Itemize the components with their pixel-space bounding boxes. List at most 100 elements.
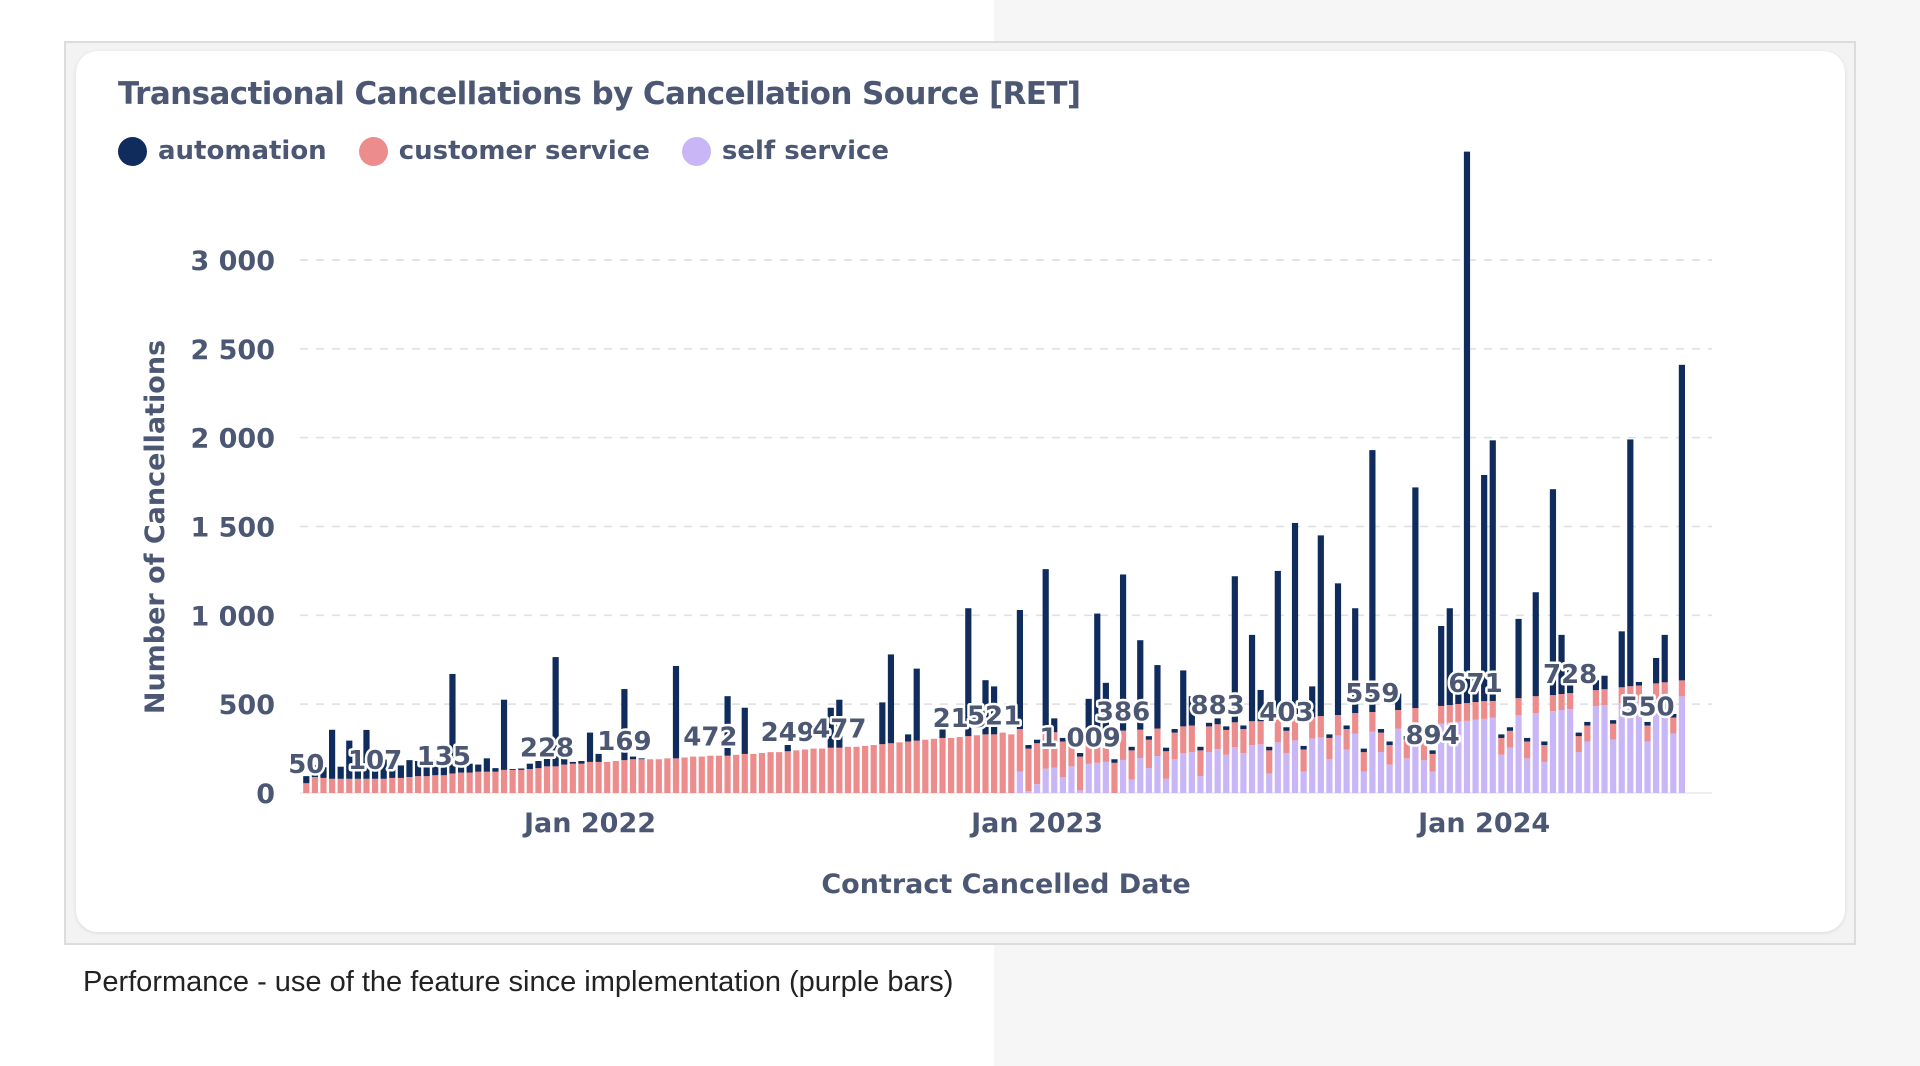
bar-customer-service[interactable] (1274, 719, 1281, 743)
bar-customer-service[interactable] (896, 742, 903, 793)
bar-self-service[interactable] (1137, 757, 1144, 793)
bar-customer-service[interactable] (1266, 750, 1273, 774)
bar-customer-service[interactable] (1317, 716, 1324, 738)
bar-self-service[interactable] (1085, 763, 1092, 793)
bar-automation[interactable] (1291, 522, 1299, 719)
bar-automation[interactable] (1558, 634, 1565, 695)
bar-self-service[interactable] (1506, 747, 1514, 793)
bar-automation[interactable] (1481, 474, 1488, 702)
bar-customer-service[interactable] (1223, 729, 1230, 755)
bar-customer-service[interactable] (1558, 694, 1565, 711)
bar-customer-service[interactable] (1541, 745, 1548, 762)
bar-automation[interactable] (1618, 631, 1625, 688)
bar-automation[interactable] (836, 699, 843, 748)
bar-customer-service[interactable] (1309, 717, 1316, 739)
bar-customer-service[interactable] (793, 750, 800, 793)
bar-customer-service[interactable] (1446, 705, 1453, 723)
bar-self-service[interactable] (1644, 741, 1651, 793)
bar-customer-service[interactable] (1300, 749, 1307, 772)
bar-customer-service[interactable] (887, 743, 895, 793)
bar-automation[interactable] (1317, 535, 1324, 717)
bar-customer-service[interactable] (1334, 715, 1342, 736)
bar-automation[interactable] (1627, 439, 1634, 687)
bar-automation[interactable] (509, 769, 516, 770)
bar-automation[interactable] (1506, 727, 1514, 731)
bar-customer-service[interactable] (518, 769, 525, 793)
bar-automation[interactable] (621, 689, 628, 761)
legend-item-self-service[interactable]: self service (681, 136, 889, 166)
bar-customer-service[interactable] (1601, 689, 1608, 706)
bar-self-service[interactable] (1042, 768, 1049, 793)
bar-automation[interactable] (1094, 613, 1101, 731)
bar-automation[interactable] (1145, 736, 1152, 740)
bar-customer-service[interactable] (1386, 745, 1393, 765)
bar-customer-service[interactable] (844, 746, 852, 793)
bar-automation[interactable] (991, 686, 998, 735)
bar-customer-service[interactable] (1584, 725, 1591, 742)
bar-customer-service[interactable] (612, 761, 619, 793)
bar-customer-service[interactable] (311, 777, 318, 793)
bar-automation[interactable] (905, 734, 912, 742)
bar-automation[interactable] (1326, 734, 1333, 738)
bar-customer-service[interactable] (776, 752, 783, 793)
bar-customer-service[interactable] (1575, 736, 1582, 753)
bar-customer-service[interactable] (1403, 739, 1410, 759)
bar-automation[interactable] (518, 768, 525, 770)
bar-automation[interactable] (1205, 722, 1213, 727)
bar-customer-service[interactable] (1661, 682, 1668, 699)
bar-automation[interactable] (406, 760, 413, 778)
bar-automation[interactable] (354, 769, 361, 779)
bar-automation[interactable] (879, 702, 886, 745)
bar-self-service[interactable] (1420, 760, 1428, 793)
bar-self-service[interactable] (1515, 715, 1522, 793)
bar-customer-service[interactable] (1025, 748, 1032, 792)
bar-automation[interactable] (1283, 727, 1290, 731)
bar-automation[interactable] (432, 759, 439, 776)
bar-customer-service[interactable] (1326, 737, 1333, 760)
bar-automation[interactable] (724, 696, 731, 756)
bar-customer-service[interactable] (1033, 743, 1041, 785)
bar-automation[interactable] (1653, 657, 1660, 684)
bar-customer-service[interactable] (1128, 750, 1135, 780)
bar-self-service[interactable] (1601, 705, 1608, 793)
bar-customer-service[interactable] (578, 763, 585, 793)
bar-self-service[interactable] (1481, 718, 1488, 793)
bar-automation[interactable] (595, 753, 602, 762)
bar-automation[interactable] (389, 769, 396, 778)
bar-self-service[interactable] (1412, 726, 1419, 793)
bar-automation[interactable] (629, 756, 637, 760)
bar-automation[interactable] (466, 763, 473, 773)
bar-customer-service[interactable] (1008, 734, 1015, 793)
bar-customer-service[interactable] (1119, 730, 1127, 760)
bar-automation[interactable] (1463, 151, 1471, 704)
bar-automation[interactable] (1309, 686, 1316, 718)
bar-customer-service[interactable] (827, 747, 834, 793)
bar-self-service[interactable] (1567, 709, 1574, 793)
bar-customer-service[interactable] (948, 737, 955, 793)
bar-automation[interactable] (449, 673, 456, 774)
bar-automation[interactable] (1343, 725, 1350, 730)
bar-automation[interactable] (1162, 747, 1170, 752)
bar-self-service[interactable] (1670, 733, 1677, 793)
bar-customer-service[interactable] (1068, 730, 1075, 767)
bar-automation[interactable] (328, 729, 336, 779)
bar-self-service[interactable] (1369, 731, 1376, 793)
bar-automation[interactable] (500, 699, 508, 770)
bar-customer-service[interactable] (1369, 711, 1376, 732)
bar-customer-service[interactable] (354, 778, 361, 793)
bar-automation[interactable] (363, 729, 370, 779)
bar-automation[interactable] (1051, 718, 1058, 733)
bar-customer-service[interactable] (1506, 730, 1514, 748)
bar-customer-service[interactable] (1524, 741, 1531, 759)
bar-customer-service[interactable] (1051, 732, 1058, 768)
bar-customer-service[interactable] (1171, 732, 1178, 760)
bar-automation[interactable] (1541, 741, 1548, 746)
bar-automation[interactable] (1412, 487, 1419, 709)
bar-self-service[interactable] (1171, 759, 1178, 793)
bar-self-service[interactable] (1498, 754, 1505, 793)
bar-self-service[interactable] (1541, 761, 1548, 793)
bar-customer-service[interactable] (1214, 724, 1221, 750)
bar-customer-service[interactable] (1076, 756, 1084, 791)
bar-customer-service[interactable] (1670, 717, 1677, 734)
bar-automation[interactable] (1223, 726, 1230, 730)
